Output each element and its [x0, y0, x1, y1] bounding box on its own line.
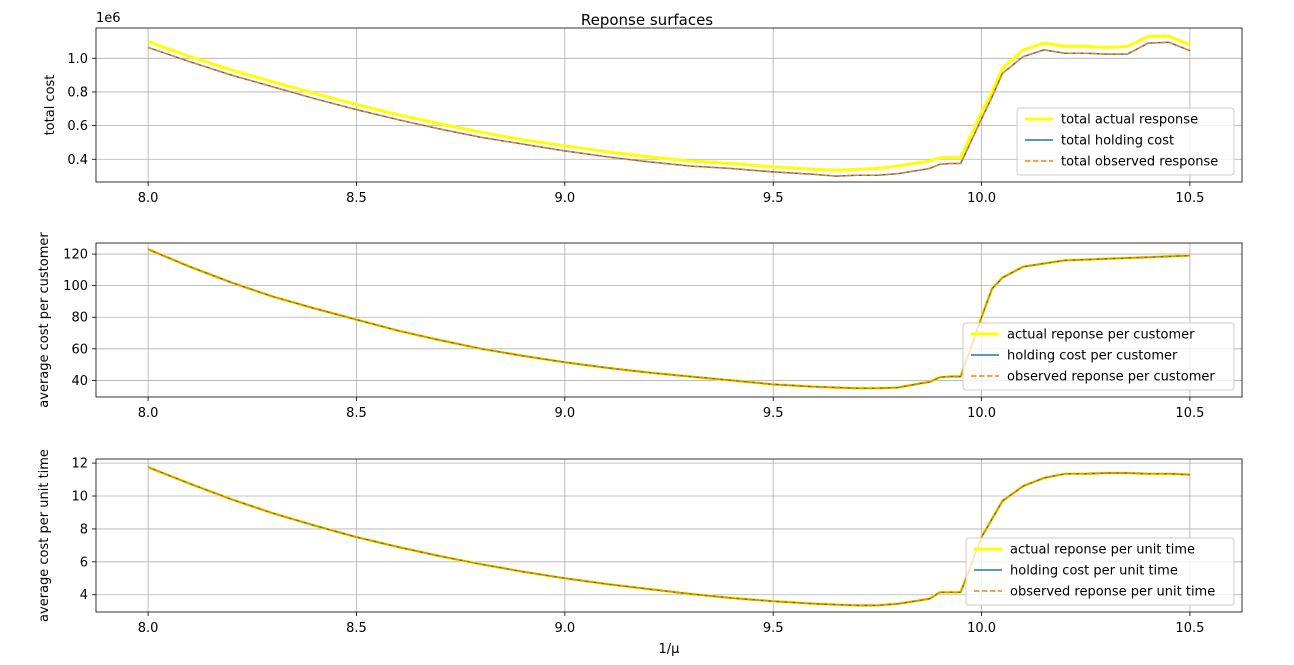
x-tick-label: 9.0 [554, 406, 575, 421]
x-tick-label: 9.0 [554, 621, 575, 636]
legend-label: observed reponse per customer [1007, 370, 1215, 385]
legend-label: holding cost per unit time [1010, 564, 1178, 579]
y-tick-label: 0.4 [67, 153, 88, 168]
axes-frame [95, 242, 1243, 398]
y-tick-label: 0.6 [67, 119, 88, 134]
legend-label: total observed response [1061, 155, 1218, 170]
series-line-1 [147, 34, 1191, 172]
y-tick-label: 80 [71, 311, 88, 326]
y-tick-label: 4 [80, 588, 88, 603]
x-tick-label: 10.0 [967, 621, 996, 636]
x-tick-label: 8.0 [138, 406, 159, 421]
axes-frame [95, 458, 1243, 613]
x-tick-label: 10.0 [967, 191, 996, 206]
y-tick-label: 40 [71, 374, 88, 389]
legend-label: holding cost per customer [1007, 349, 1178, 364]
y-tick-label: 60 [71, 342, 88, 357]
x-tick-label: 8.0 [138, 191, 159, 206]
legend-label: observed reponse per unit time [1010, 585, 1215, 600]
y-offset-text: 1e6 [96, 11, 121, 26]
legend-label: actual reponse per customer [1007, 328, 1195, 343]
subplot-2: 8.0 8.5 9.0 9.5 10.0 10.5 40 60 80 100 120 average … [37, 232, 1243, 421]
x-tick-label: 10.5 [1175, 191, 1204, 206]
series-line-3 [147, 41, 1191, 177]
x-tick-label: 9.0 [554, 191, 575, 206]
legend-box [962, 322, 1235, 391]
axes-frame [95, 27, 1243, 183]
y-tick-label: 120 [63, 248, 88, 263]
legend-box [965, 537, 1235, 606]
legend-label: total actual response [1061, 113, 1198, 128]
x-tick-label: 8.5 [346, 406, 367, 421]
legend-box [1016, 107, 1235, 176]
x-tick-label: 8.5 [346, 191, 367, 206]
x-tick-label: 9.5 [763, 406, 784, 421]
legend: actual reponse per unit time holding cost… [965, 537, 1235, 606]
y-tick-label: 12 [71, 457, 88, 472]
y-tick-label: 6 [80, 555, 88, 570]
y-axis-label: average cost per unit time [37, 449, 52, 622]
y-tick-label: 10 [71, 490, 88, 505]
x-axis-label: 1/μ [659, 642, 680, 657]
series-line-3 [147, 248, 1190, 390]
x-tick-label: 10.5 [1175, 406, 1204, 421]
figure-title: Reponse surfaces [581, 11, 713, 29]
y-tick-label: 100 [63, 279, 88, 294]
y-tick-label: 0.8 [67, 85, 88, 100]
legend: actual reponse per customer holding cost … [962, 322, 1235, 391]
legend: total actual response total holding cost t… [1016, 107, 1235, 176]
x-tick-label: 8.5 [346, 621, 367, 636]
legend-label: actual reponse per unit time [1010, 543, 1195, 558]
series-line-2 [147, 466, 1190, 607]
y-axis-label: average cost per customer [37, 232, 52, 408]
x-tick-label: 8.0 [138, 621, 159, 636]
y-tick-label: 8 [80, 522, 88, 537]
y-tick-label: 1.0 [67, 52, 88, 67]
x-tick-label: 10.0 [967, 406, 996, 421]
x-tick-label: 10.5 [1175, 621, 1204, 636]
subplot-1: 8.0 8.5 9.0 9.5 10.0 10.5 0.4 0.6 0.8 1.0 total co… [43, 11, 1243, 206]
y-axis-label: total cost [43, 75, 58, 136]
subplot-3: 8.0 8.5 9.0 9.5 10.0 10.5 4 6 8 10 12 average cost … [37, 449, 1243, 657]
x-tick-label: 9.5 [763, 191, 784, 206]
x-tick-label: 9.5 [763, 621, 784, 636]
legend-label: total holding cost [1061, 134, 1174, 149]
